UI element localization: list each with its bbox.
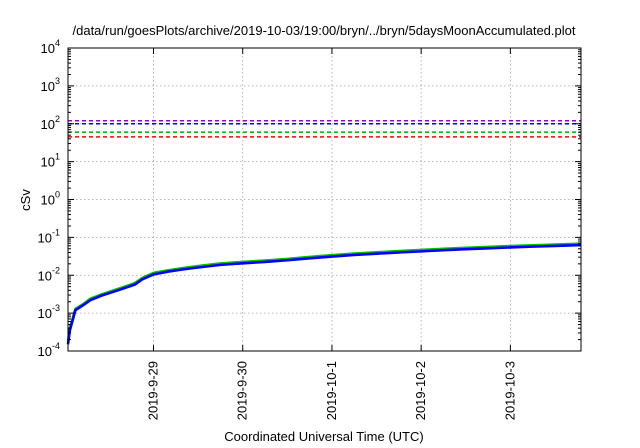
y-tick-base: 10 bbox=[41, 117, 55, 132]
grid-lines bbox=[68, 48, 581, 351]
y-tick-label: 10-1 bbox=[38, 227, 60, 245]
x-tick-label: 2019-9-30 bbox=[235, 361, 250, 420]
y-tick-exponent: 2 bbox=[55, 114, 60, 124]
y-tick-base: 10 bbox=[38, 306, 52, 321]
y-tick-label: 100 bbox=[41, 190, 60, 208]
x-tick-label: 2019-10-3 bbox=[502, 361, 517, 420]
x-axis-ticks: 2019-9-29 2019-9-30 2019-10-1 2019-10-2 2019… bbox=[146, 48, 517, 420]
reference-lines bbox=[68, 119, 581, 138]
y-tick-exponent: -2 bbox=[52, 265, 60, 275]
y-tick-base: 10 bbox=[38, 344, 52, 359]
y-tick-label: 10-3 bbox=[38, 303, 60, 321]
y-tick-exponent: -1 bbox=[52, 227, 60, 237]
y-axis-label: cSv bbox=[18, 189, 33, 211]
series-line bbox=[66, 243, 582, 345]
y-tick-base: 10 bbox=[41, 79, 55, 94]
y-tick-exponent: 1 bbox=[55, 152, 60, 162]
y-tick-base: 10 bbox=[41, 155, 55, 170]
y-tick-base: 10 bbox=[38, 230, 52, 245]
x-axis-label: Coordinated Universal Time (UTC) bbox=[224, 429, 423, 444]
y-tick-label: 104 bbox=[41, 38, 60, 56]
y-tick-exponent: 0 bbox=[55, 190, 60, 200]
chart-title: /data/run/goesPlots/archive/2019-10-03/1… bbox=[73, 23, 576, 38]
y-tick-label: 10-2 bbox=[38, 265, 60, 283]
x-tick-label: 2019-9-29 bbox=[146, 361, 161, 420]
y-tick-exponent: 3 bbox=[55, 76, 60, 86]
y-tick-base: 10 bbox=[41, 41, 55, 56]
y-tick-base: 10 bbox=[38, 268, 52, 283]
x-tick-label: 2019-10-2 bbox=[413, 361, 428, 420]
y-tick-exponent: 4 bbox=[55, 38, 60, 48]
y-tick-exponent: -3 bbox=[52, 303, 60, 313]
y-tick-label: 103 bbox=[41, 76, 60, 94]
y-tick-label: 10-4 bbox=[38, 341, 60, 359]
data-series bbox=[66, 242, 582, 345]
y-tick-label: 102 bbox=[41, 114, 60, 132]
y-tick-label: 101 bbox=[41, 152, 60, 170]
y-tick-exponent: -4 bbox=[52, 341, 60, 351]
x-tick-label: 2019-10-1 bbox=[324, 361, 339, 420]
y-tick-base: 10 bbox=[41, 193, 55, 208]
